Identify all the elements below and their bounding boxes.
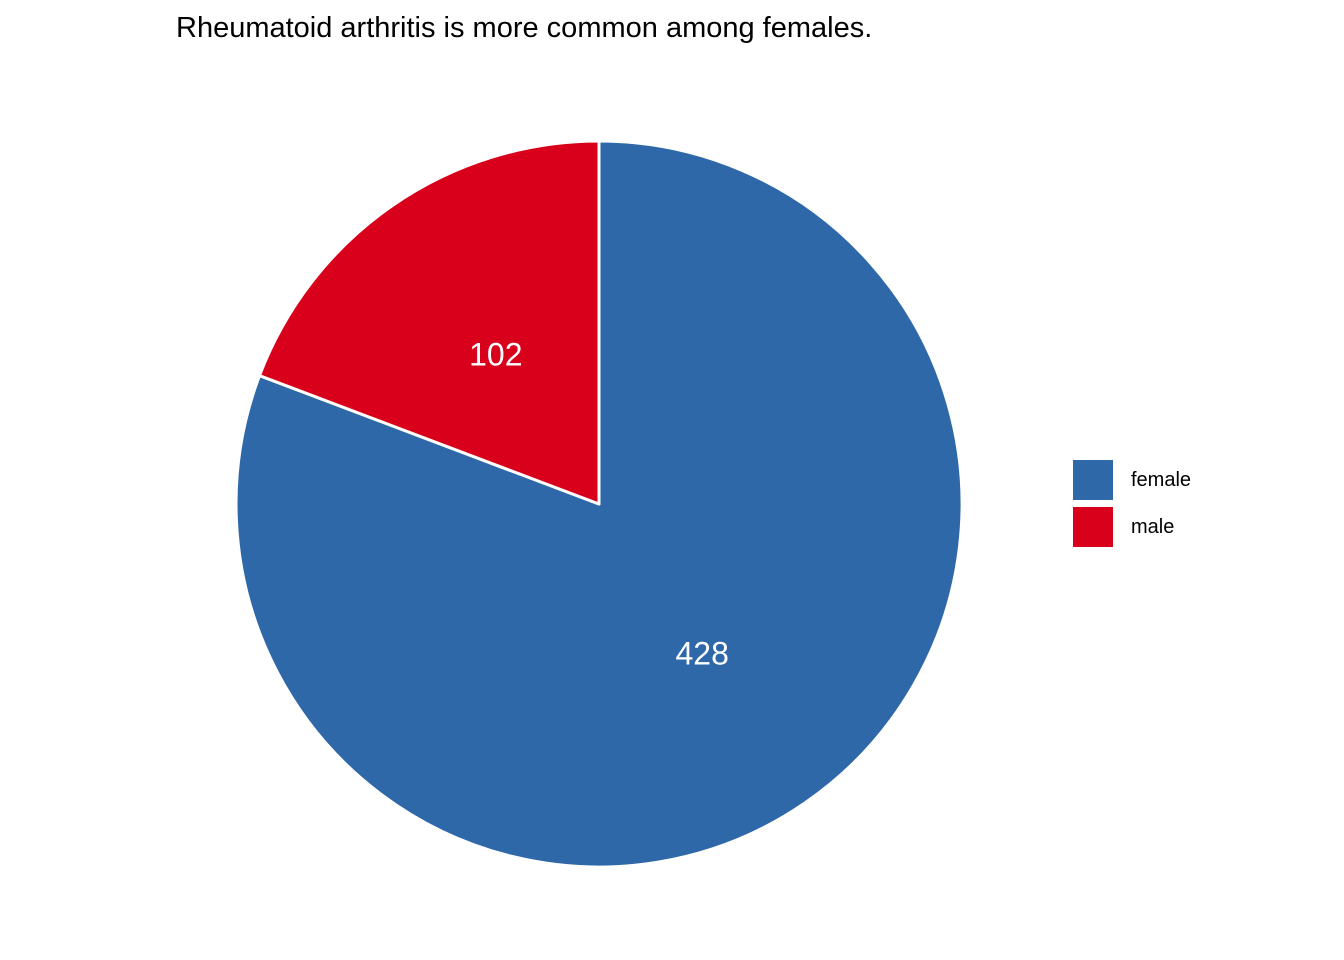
legend-item-male: male xyxy=(1073,507,1191,547)
legend: female male xyxy=(1073,460,1191,554)
pie-slice-male xyxy=(258,139,601,506)
legend-swatch-female xyxy=(1073,460,1113,500)
legend-label-female: female xyxy=(1131,468,1192,491)
slice-label-male: 102 xyxy=(469,337,522,373)
legend-label-male: male xyxy=(1131,515,1175,538)
legend-swatch-male xyxy=(1073,507,1113,547)
legend-item-female: female xyxy=(1073,460,1191,500)
slice-label-female: 428 xyxy=(676,635,729,671)
chart-title: Rheumatoid arthritis is more common amon… xyxy=(176,12,873,44)
